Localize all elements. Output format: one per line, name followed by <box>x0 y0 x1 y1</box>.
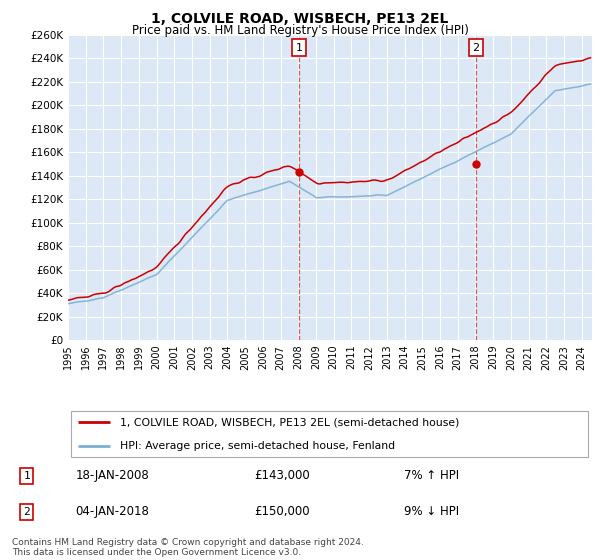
Text: 2: 2 <box>472 43 479 53</box>
Text: HPI: Average price, semi-detached house, Fenland: HPI: Average price, semi-detached house,… <box>121 441 395 451</box>
Text: Contains HM Land Registry data © Crown copyright and database right 2024.
This d: Contains HM Land Registry data © Crown c… <box>12 538 364 557</box>
Text: £150,000: £150,000 <box>254 505 310 519</box>
FancyBboxPatch shape <box>71 410 589 458</box>
Text: 7% ↑ HPI: 7% ↑ HPI <box>404 469 459 482</box>
Text: 1, COLVILE ROAD, WISBECH, PE13 2EL: 1, COLVILE ROAD, WISBECH, PE13 2EL <box>151 12 449 26</box>
Text: Price paid vs. HM Land Registry's House Price Index (HPI): Price paid vs. HM Land Registry's House … <box>131 24 469 37</box>
Text: 1: 1 <box>23 471 30 481</box>
Text: 1, COLVILE ROAD, WISBECH, PE13 2EL (semi-detached house): 1, COLVILE ROAD, WISBECH, PE13 2EL (semi… <box>121 417 460 427</box>
Text: 2: 2 <box>23 507 30 517</box>
Text: 18-JAN-2008: 18-JAN-2008 <box>76 469 149 482</box>
Text: £143,000: £143,000 <box>254 469 310 482</box>
Text: 1: 1 <box>296 43 302 53</box>
Text: 04-JAN-2018: 04-JAN-2018 <box>76 505 149 519</box>
Text: 9% ↓ HPI: 9% ↓ HPI <box>404 505 459 519</box>
